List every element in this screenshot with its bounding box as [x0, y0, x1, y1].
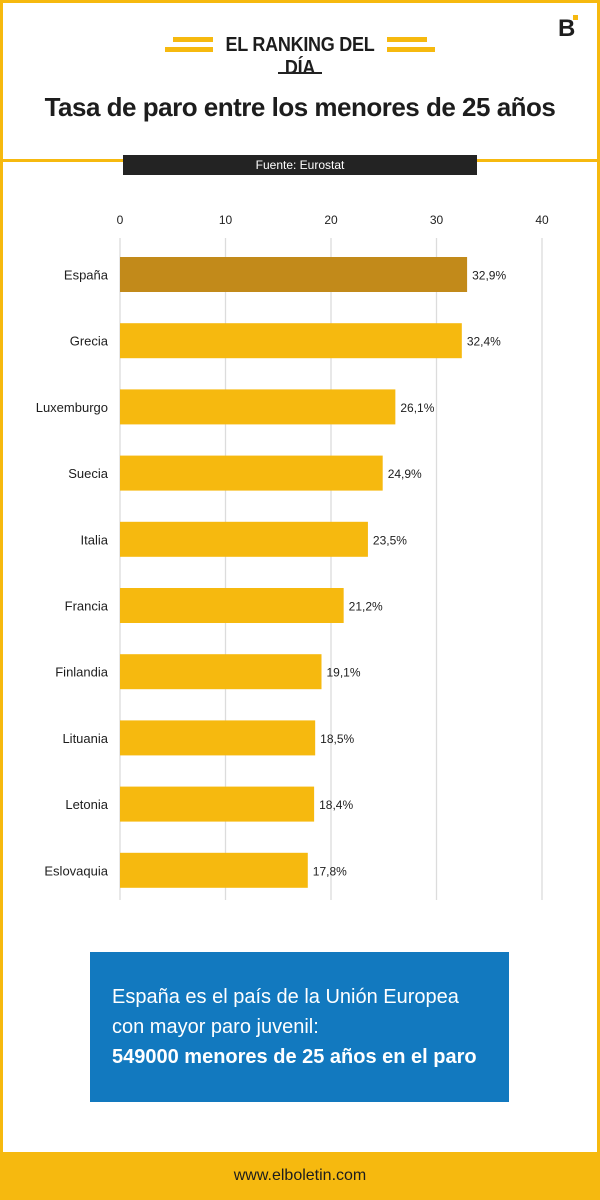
- data-label: 32,4%: [467, 335, 501, 349]
- bar: [120, 654, 322, 690]
- data-label: 19,1%: [327, 666, 361, 680]
- data-label: 24,9%: [388, 467, 422, 481]
- data-label: 32,9%: [472, 269, 506, 283]
- stripes-left-decoration: [165, 34, 213, 56]
- data-label: 21,2%: [349, 600, 383, 614]
- category-label: Finlandia: [55, 665, 109, 680]
- bar: [120, 323, 462, 359]
- data-label: 18,4%: [319, 798, 353, 812]
- bar-chart: 0 10 20 30 40 España 32,9% Grecia 32,4% Luxemburg…: [36, 213, 549, 900]
- category-label: España: [64, 268, 109, 283]
- callout-box: España es el país de la Unión Europea co…: [90, 952, 509, 1102]
- callout-line-1: España es el país de la Unión Europea: [112, 986, 459, 1008]
- bar: [120, 521, 368, 557]
- callout-line-3: 549000 menores de 25 años en el paro: [112, 1046, 477, 1068]
- category-label: Eslovaquia: [44, 863, 108, 878]
- data-label: 26,1%: [400, 401, 434, 415]
- title-divider: [278, 72, 322, 74]
- bar: [120, 455, 383, 491]
- category-label: Suecia: [68, 466, 109, 481]
- callout-line-2: con mayor paro juvenil:: [112, 1016, 319, 1038]
- x-tick-label: 40: [535, 213, 549, 227]
- bar: [120, 588, 344, 623]
- page-title: Tasa de paro entre los menores de 25 año…: [44, 92, 556, 122]
- footer: www.elboletin.com: [0, 1152, 600, 1200]
- x-tick-label: 0: [117, 213, 124, 227]
- category-label: Francia: [65, 599, 109, 614]
- x-tick-label: 10: [219, 213, 233, 227]
- ranking-heading: EL RANKING DEL DÍA: [0, 34, 600, 79]
- footer-url-link[interactable]: www.elboletin.com: [233, 1167, 367, 1184]
- bar: [120, 852, 308, 888]
- data-label: 18,5%: [320, 732, 354, 746]
- header: EL RANKING DEL DÍA Tasa de paro entre lo…: [0, 0, 600, 162]
- brand-logo-icon: B: [558, 15, 578, 40]
- svg-text:B: B: [558, 15, 575, 40]
- stripes-right-decoration: [387, 34, 435, 56]
- bar: [120, 389, 396, 425]
- x-tick-label: 20: [324, 213, 338, 227]
- source-label: Fuente: Eurostat: [123, 155, 477, 175]
- category-label: Lituania: [62, 731, 108, 746]
- category-label: Italia: [81, 532, 109, 547]
- data-label: 23,5%: [373, 533, 407, 547]
- category-label: Luxemburgo: [36, 400, 108, 415]
- bar: [120, 720, 316, 756]
- data-label: 17,8%: [313, 864, 347, 878]
- bar: [120, 786, 315, 822]
- category-label: Grecia: [70, 334, 109, 349]
- bar: [120, 257, 468, 292]
- x-tick-label: 30: [430, 213, 444, 227]
- category-label: Letonia: [65, 797, 108, 812]
